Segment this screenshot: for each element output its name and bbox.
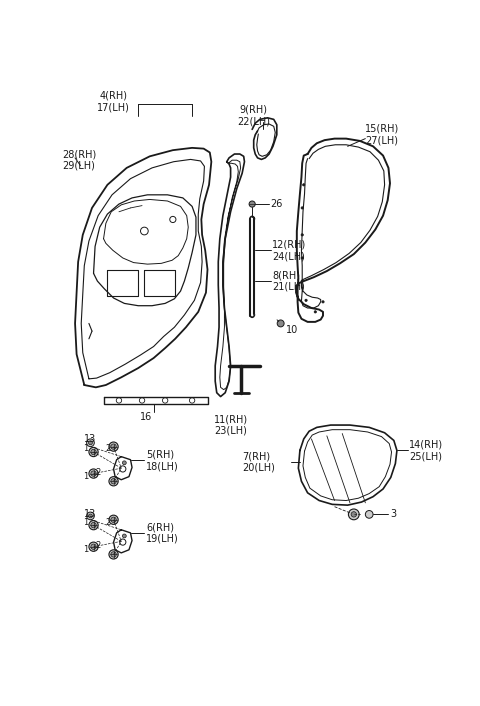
Circle shape	[301, 257, 303, 259]
Circle shape	[91, 449, 96, 455]
Text: 5(RH)
18(LH): 5(RH) 18(LH)	[146, 450, 179, 472]
Circle shape	[91, 522, 96, 528]
Text: 2: 2	[106, 517, 111, 527]
Circle shape	[89, 448, 98, 457]
Text: 7(RH)
20(LH): 7(RH) 20(LH)	[242, 451, 275, 473]
Circle shape	[301, 207, 303, 209]
Text: 8(RH)
21(LH): 8(RH) 21(LH)	[272, 270, 305, 292]
Circle shape	[111, 517, 116, 522]
Circle shape	[111, 444, 116, 449]
Circle shape	[109, 477, 118, 486]
Circle shape	[89, 520, 98, 530]
Text: 1: 1	[83, 472, 88, 481]
Circle shape	[302, 184, 305, 186]
Text: 2: 2	[96, 467, 101, 477]
Text: 13: 13	[84, 510, 96, 520]
Text: 1: 1	[83, 545, 88, 554]
Text: 11(RH)
23(LH): 11(RH) 23(LH)	[214, 414, 248, 436]
Circle shape	[365, 510, 373, 518]
Circle shape	[111, 551, 116, 557]
Circle shape	[88, 441, 92, 445]
Circle shape	[122, 534, 126, 538]
Circle shape	[351, 512, 357, 517]
Circle shape	[111, 479, 116, 484]
Text: 6(RH)
19(LH): 6(RH) 19(LH)	[146, 522, 179, 544]
Circle shape	[86, 512, 94, 520]
Text: 9(RH)
22(LH): 9(RH) 22(LH)	[237, 104, 270, 126]
Text: 16: 16	[140, 412, 152, 422]
Text: 4(RH)
17(LH): 4(RH) 17(LH)	[97, 91, 130, 112]
Text: 13: 13	[84, 434, 96, 444]
Text: 1: 1	[83, 517, 88, 527]
Text: 10: 10	[286, 325, 298, 335]
Circle shape	[109, 550, 118, 559]
Circle shape	[249, 201, 255, 207]
Circle shape	[122, 461, 126, 465]
Circle shape	[305, 299, 307, 301]
Circle shape	[322, 301, 324, 303]
Circle shape	[89, 542, 98, 551]
Circle shape	[348, 509, 359, 520]
Text: 15(RH)
27(LH): 15(RH) 27(LH)	[365, 124, 399, 145]
Text: 1: 1	[83, 445, 88, 453]
Circle shape	[314, 311, 316, 313]
Circle shape	[89, 469, 98, 478]
Text: 26: 26	[271, 199, 283, 209]
Circle shape	[86, 439, 94, 447]
Circle shape	[91, 471, 96, 477]
Circle shape	[301, 280, 303, 282]
Circle shape	[277, 320, 284, 327]
Text: 28(RH)
29(LH): 28(RH) 29(LH)	[63, 150, 97, 171]
Circle shape	[301, 234, 303, 236]
Text: 3: 3	[391, 510, 397, 520]
Circle shape	[88, 514, 92, 517]
Text: 2: 2	[106, 445, 111, 453]
Text: 12(RH)
24(LH): 12(RH) 24(LH)	[272, 239, 306, 261]
Text: 14(RH)
25(LH): 14(RH) 25(LH)	[409, 440, 444, 461]
Circle shape	[109, 515, 118, 525]
Text: 2: 2	[96, 541, 101, 550]
Circle shape	[91, 544, 96, 549]
Circle shape	[109, 442, 118, 451]
